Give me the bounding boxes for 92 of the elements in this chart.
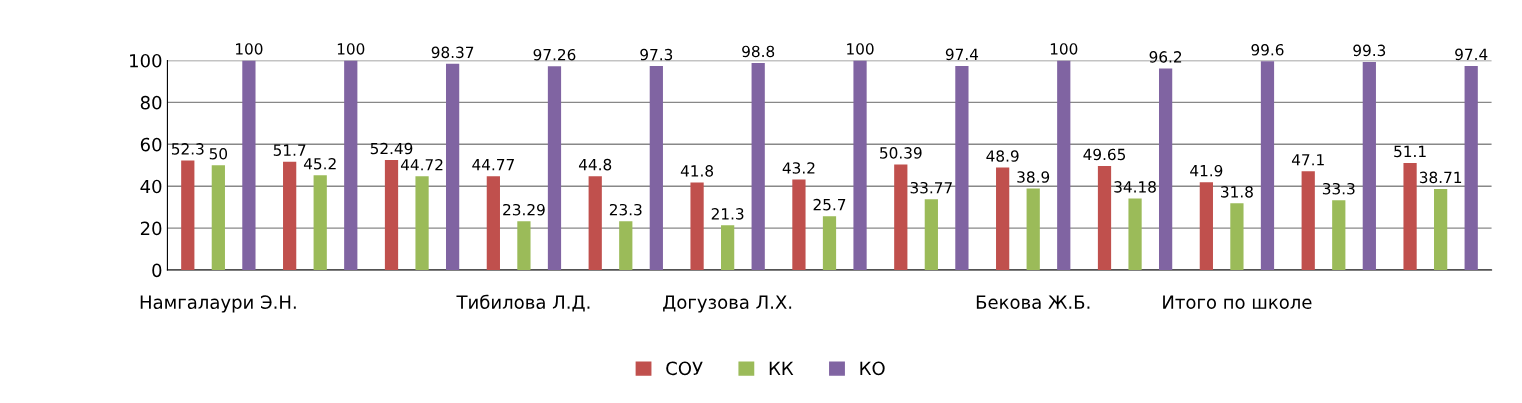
legend-label: СОУ bbox=[666, 361, 703, 376]
y-tick-label: 60 bbox=[140, 137, 162, 152]
bar bbox=[547, 66, 562, 271]
bar bbox=[1026, 188, 1040, 271]
data-label: 34.18 bbox=[1114, 181, 1156, 193]
data-label: 44.77 bbox=[472, 159, 514, 171]
bar bbox=[1434, 188, 1448, 271]
bar bbox=[1097, 165, 1112, 271]
bar bbox=[853, 60, 867, 271]
bar bbox=[446, 63, 460, 271]
bar bbox=[1230, 203, 1244, 271]
bar bbox=[242, 60, 256, 271]
data-label: 97.4 bbox=[945, 48, 979, 61]
bar bbox=[649, 66, 663, 271]
y-tick-label: 100 bbox=[130, 53, 162, 68]
bar bbox=[517, 221, 531, 271]
data-label: 99.6 bbox=[1251, 43, 1284, 56]
data-label: 52.3 bbox=[171, 143, 204, 155]
bar bbox=[181, 160, 195, 271]
bar bbox=[1057, 60, 1071, 271]
y-tick-label: 0 bbox=[152, 263, 162, 278]
data-label: 97.4 bbox=[1455, 48, 1488, 61]
bar bbox=[283, 161, 297, 271]
data-label: 41.8 bbox=[680, 165, 714, 177]
bar bbox=[1301, 171, 1315, 271]
bar bbox=[1199, 182, 1213, 271]
legend-label: КО bbox=[860, 361, 885, 376]
data-label: 21.3 bbox=[711, 208, 744, 220]
data-label: 49.65 bbox=[1083, 148, 1126, 161]
data-label: 50.39 bbox=[880, 147, 922, 159]
bar bbox=[1332, 200, 1346, 271]
bar bbox=[924, 199, 938, 271]
data-label: 33.3 bbox=[1322, 182, 1355, 195]
bar bbox=[996, 167, 1010, 271]
bar bbox=[1362, 61, 1376, 271]
data-label: 100 bbox=[847, 43, 874, 55]
bar bbox=[588, 176, 602, 271]
data-label: 33.77 bbox=[910, 181, 952, 194]
data-label: 41.9 bbox=[1190, 164, 1223, 177]
bar bbox=[792, 179, 806, 271]
data-label: 50 bbox=[209, 147, 228, 160]
data-label: 98.8 bbox=[742, 45, 775, 58]
data-label: 48.9 bbox=[986, 150, 1019, 162]
bar bbox=[1260, 61, 1275, 271]
data-label: 25.7 bbox=[813, 198, 846, 211]
bar bbox=[1159, 68, 1173, 271]
data-label: 100 bbox=[337, 43, 365, 55]
data-label: 23.29 bbox=[503, 203, 545, 216]
bar bbox=[211, 165, 225, 271]
x-tick-label: Намгалаури Э.Н. bbox=[140, 295, 296, 313]
data-label: 52.49 bbox=[370, 142, 413, 155]
data-label: 97.26 bbox=[533, 48, 576, 61]
bar bbox=[1464, 65, 1478, 271]
data-label: 43.2 bbox=[782, 162, 815, 174]
data-label: 51.1 bbox=[1394, 145, 1426, 158]
bar bbox=[894, 164, 908, 271]
bar bbox=[751, 62, 765, 271]
data-label: 100 bbox=[1050, 43, 1078, 55]
bar bbox=[822, 216, 837, 271]
data-label: 97.3 bbox=[640, 48, 673, 61]
data-label: 31.8 bbox=[1221, 186, 1253, 198]
x-tick-label: Бекова Ж.Б. bbox=[976, 295, 1090, 309]
data-label: 45.2 bbox=[303, 157, 336, 170]
bar bbox=[690, 182, 704, 271]
y-tick-label: 80 bbox=[140, 95, 162, 110]
x-tick-label: Догузова Л.Х. bbox=[663, 295, 792, 313]
data-label: 23.3 bbox=[609, 203, 642, 216]
data-label: 44.8 bbox=[578, 158, 612, 171]
bar bbox=[384, 160, 399, 271]
bar bbox=[955, 65, 969, 271]
data-label: 100 bbox=[236, 43, 263, 55]
bar bbox=[1403, 162, 1417, 271]
bar bbox=[721, 225, 735, 271]
x-tick-label: Тибилова Л.Д. bbox=[456, 294, 590, 312]
data-label: 51.7 bbox=[273, 144, 306, 156]
data-label: 96.2 bbox=[1149, 51, 1182, 63]
bar bbox=[415, 176, 429, 271]
data-label: 47.1 bbox=[1291, 154, 1324, 166]
data-label: 99.3 bbox=[1353, 44, 1386, 57]
legend-label: КК bbox=[769, 361, 794, 375]
data-label: 38.71 bbox=[1419, 171, 1462, 184]
bar bbox=[313, 175, 327, 271]
bar bbox=[1128, 198, 1142, 271]
bar bbox=[619, 221, 633, 271]
data-label: 38.9 bbox=[1017, 171, 1050, 183]
bar bbox=[344, 60, 358, 271]
y-tick-label: 20 bbox=[140, 221, 162, 236]
x-tick-label: Итого по школе bbox=[1163, 295, 1312, 309]
bar bbox=[486, 176, 500, 271]
data-label: 44.72 bbox=[400, 159, 443, 171]
y-tick-label: 40 bbox=[140, 179, 162, 194]
data-label: 98.37 bbox=[431, 46, 474, 59]
